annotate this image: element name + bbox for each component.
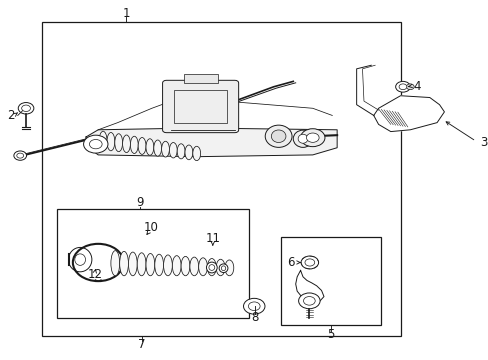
Circle shape: [306, 133, 319, 142]
Ellipse shape: [208, 265, 214, 270]
Ellipse shape: [264, 125, 291, 147]
Ellipse shape: [161, 141, 169, 157]
Ellipse shape: [75, 254, 85, 265]
Ellipse shape: [169, 143, 177, 158]
Ellipse shape: [206, 262, 217, 273]
Text: 2: 2: [7, 109, 14, 122]
Ellipse shape: [271, 130, 285, 143]
Ellipse shape: [207, 258, 216, 276]
Ellipse shape: [130, 136, 138, 153]
Circle shape: [248, 302, 260, 311]
Text: 5: 5: [326, 328, 334, 341]
Circle shape: [17, 153, 23, 158]
Ellipse shape: [189, 257, 198, 276]
Ellipse shape: [115, 134, 122, 152]
Text: 9: 9: [136, 197, 143, 210]
Text: 11: 11: [205, 231, 220, 244]
Polygon shape: [295, 270, 324, 303]
Ellipse shape: [99, 131, 107, 150]
Ellipse shape: [163, 255, 172, 276]
Ellipse shape: [138, 138, 146, 154]
Circle shape: [83, 135, 108, 153]
Text: 3: 3: [479, 136, 486, 149]
Text: 6: 6: [287, 256, 294, 269]
Ellipse shape: [184, 145, 192, 160]
Bar: [173, 90, 227, 123]
Ellipse shape: [172, 256, 181, 276]
Ellipse shape: [68, 247, 92, 272]
Text: 7: 7: [138, 338, 145, 351]
Text: 1: 1: [122, 7, 129, 20]
Circle shape: [395, 81, 409, 92]
Text: 10: 10: [143, 221, 158, 234]
Text: 4: 4: [412, 80, 420, 93]
Ellipse shape: [177, 144, 184, 159]
Polygon shape: [86, 128, 336, 157]
Ellipse shape: [198, 258, 207, 276]
Ellipse shape: [221, 266, 225, 271]
Circle shape: [21, 105, 30, 112]
Circle shape: [298, 293, 320, 309]
Bar: [42, 22, 400, 336]
Ellipse shape: [122, 135, 130, 153]
Ellipse shape: [111, 251, 120, 276]
FancyBboxPatch shape: [162, 80, 238, 133]
Ellipse shape: [224, 260, 233, 276]
Ellipse shape: [128, 252, 137, 276]
Circle shape: [303, 297, 315, 305]
Ellipse shape: [192, 146, 200, 161]
Ellipse shape: [107, 132, 115, 151]
Ellipse shape: [298, 134, 307, 143]
Ellipse shape: [120, 251, 128, 276]
Bar: [183, 74, 217, 83]
Circle shape: [398, 84, 406, 90]
Ellipse shape: [137, 253, 146, 276]
Ellipse shape: [181, 256, 189, 276]
Bar: [281, 237, 380, 325]
Ellipse shape: [146, 253, 155, 276]
Ellipse shape: [146, 139, 154, 155]
Text: 8: 8: [250, 311, 258, 324]
Circle shape: [14, 151, 26, 160]
Circle shape: [406, 84, 413, 90]
Polygon shape: [373, 96, 444, 132]
Circle shape: [300, 129, 325, 147]
Bar: [57, 209, 249, 318]
Circle shape: [305, 259, 314, 266]
Circle shape: [89, 139, 102, 149]
Ellipse shape: [154, 140, 161, 156]
Ellipse shape: [219, 264, 227, 273]
Circle shape: [243, 298, 264, 314]
Ellipse shape: [155, 254, 163, 276]
Circle shape: [301, 256, 318, 269]
Ellipse shape: [293, 130, 312, 147]
Text: 12: 12: [87, 268, 102, 281]
Ellipse shape: [216, 259, 224, 276]
Circle shape: [18, 103, 34, 114]
